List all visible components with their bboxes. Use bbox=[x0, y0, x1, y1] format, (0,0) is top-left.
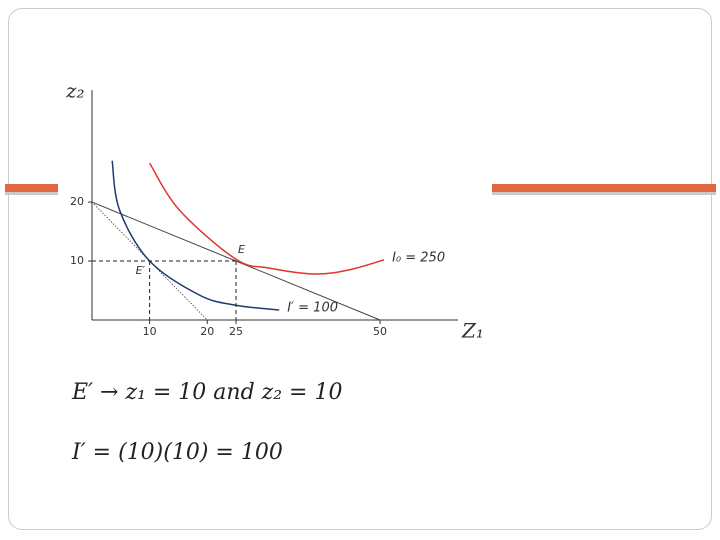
x-tick-label: 50 bbox=[373, 325, 387, 338]
y-tick-label: 10 bbox=[70, 254, 84, 267]
budget-line bbox=[91, 201, 381, 321]
point-label: E bbox=[238, 243, 245, 256]
x-tick-label: 25 bbox=[229, 325, 243, 338]
x-axis-label: Z₁ bbox=[461, 319, 484, 343]
accent-bar bbox=[5, 184, 60, 195]
equation: E′ → z₁ = 10 and z₂ = 10 bbox=[72, 380, 343, 405]
y-tick-label: 20 bbox=[70, 195, 84, 208]
equation: I′ = (10)(10) = 100 bbox=[72, 440, 283, 465]
x-tick-label: 20 bbox=[200, 325, 214, 338]
point-label: E′ bbox=[136, 264, 146, 277]
slide-frame bbox=[8, 8, 712, 530]
curve-label: I′ = 100 bbox=[287, 300, 338, 315]
accent-bar bbox=[490, 184, 716, 195]
indifference-curve bbox=[111, 160, 280, 311]
x-tick-label: 10 bbox=[143, 325, 157, 338]
y-axis-label: z₂ bbox=[65, 79, 85, 103]
chart-background bbox=[58, 65, 492, 348]
curve-label: I₀ = 250 bbox=[392, 250, 445, 265]
indifference-curve bbox=[148, 162, 385, 275]
